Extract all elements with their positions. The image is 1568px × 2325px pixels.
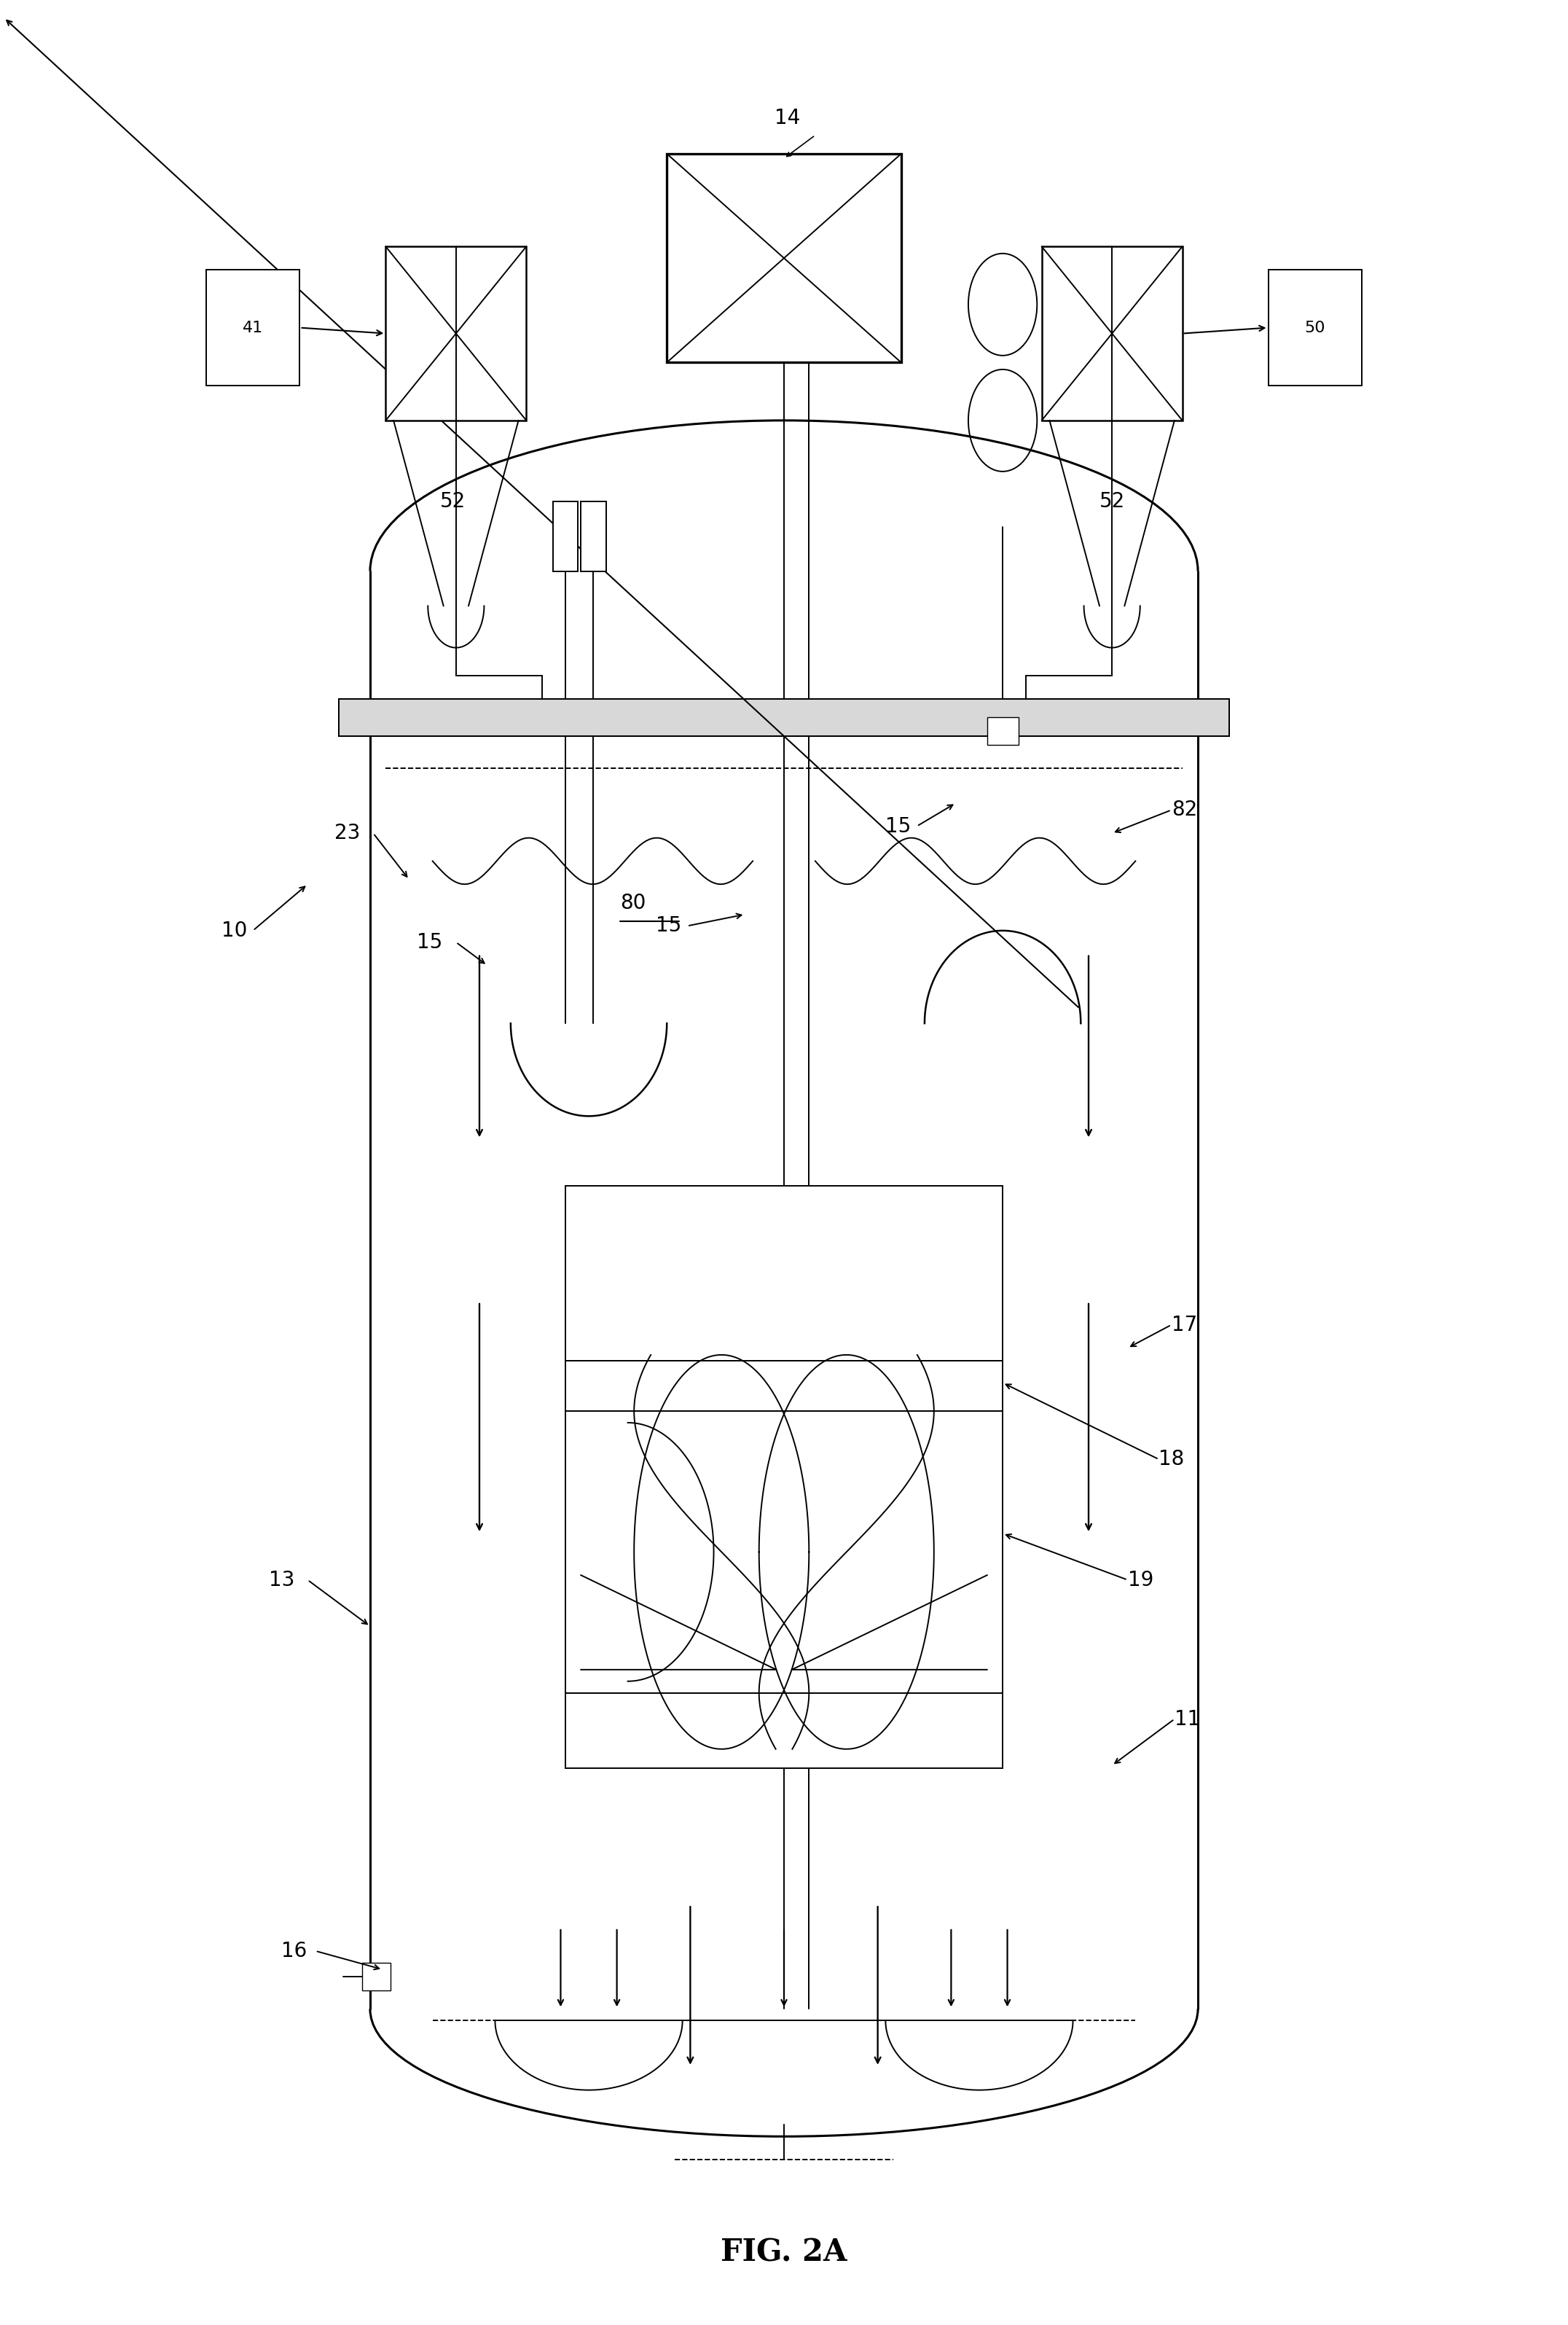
Bar [205,270,299,386]
Text: 11: 11 [1174,1709,1200,1730]
Text: 10: 10 [221,921,248,942]
Text: 19: 19 [1127,1569,1154,1590]
Text: 52: 52 [441,491,466,512]
Bar [554,502,579,572]
Bar [362,1962,390,1990]
Text: 14: 14 [775,107,800,128]
Bar [666,153,902,363]
Text: 80: 80 [619,893,646,914]
Text: 16: 16 [281,1941,307,1962]
Text: FIG. 2A: FIG. 2A [721,2237,847,2267]
Bar [582,502,605,572]
Text: 41: 41 [243,321,263,335]
Text: 82: 82 [1171,800,1196,821]
Bar [566,1411,1002,1693]
Text: 15: 15 [655,916,682,937]
Bar [339,700,1229,735]
Text: 13: 13 [268,1569,295,1590]
Bar [1269,270,1363,386]
Bar [566,1186,1002,1360]
Text: 52: 52 [1099,491,1124,512]
Text: 15: 15 [417,932,442,953]
Text: 50: 50 [1305,321,1325,335]
Bar [1041,246,1182,421]
Bar [339,700,1229,735]
Bar [986,718,1018,744]
Bar [386,246,527,421]
Bar [566,1693,1002,1767]
Text: 17: 17 [1171,1314,1196,1335]
Text: 18: 18 [1159,1448,1184,1469]
Text: 15: 15 [886,816,911,837]
Text: 23: 23 [334,823,361,844]
Bar [566,1360,1002,1411]
